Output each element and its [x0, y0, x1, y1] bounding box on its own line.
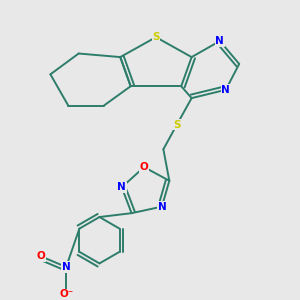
Text: S: S	[173, 120, 181, 130]
Text: S: S	[152, 32, 160, 42]
Text: N: N	[221, 85, 230, 95]
Text: O⁻: O⁻	[59, 289, 73, 299]
Text: N: N	[215, 36, 224, 46]
Text: N: N	[62, 262, 70, 272]
Text: O: O	[37, 251, 45, 261]
Text: N: N	[158, 202, 166, 212]
Text: O: O	[140, 162, 148, 172]
Text: N: N	[117, 182, 126, 192]
